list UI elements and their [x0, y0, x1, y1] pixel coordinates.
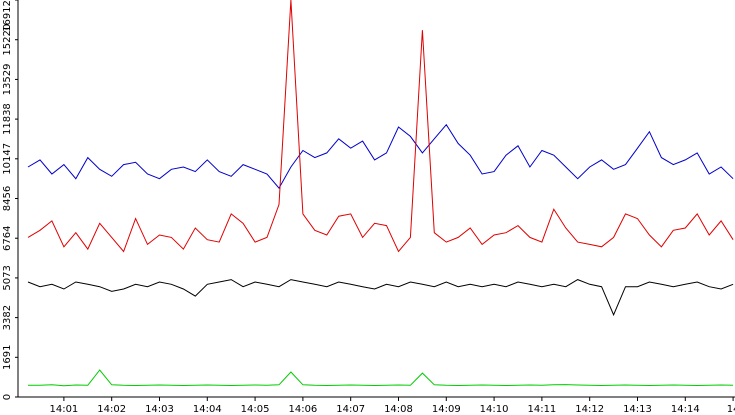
x-tick-label: 14:09 — [432, 404, 461, 415]
x-tick-label: 14:14 — [671, 404, 700, 415]
y-tick-label: 15220 — [2, 24, 13, 56]
y-tick-label: 13529 — [2, 64, 13, 96]
y-tick-label: 5073 — [2, 265, 13, 290]
x-tick-label: 14:02 — [97, 404, 126, 415]
x-tick-label: 14:03 — [145, 404, 174, 415]
y-tick-label: 3382 — [2, 305, 13, 330]
x-tick-label: 14:13 — [623, 404, 652, 415]
series-line — [28, 369, 734, 387]
x-tick-label: 14:12 — [575, 404, 604, 415]
series-line — [27, 0, 734, 253]
x-tick-label: 14:06 — [288, 404, 317, 415]
series-line — [27, 123, 734, 189]
x-tick-label: 14:04 — [193, 404, 222, 415]
x-tick-label: 14:07 — [336, 404, 365, 415]
x-tick-label: 14:05 — [241, 404, 270, 415]
x-tick-label: 14:11 — [527, 404, 556, 415]
y-tick-label: 6764 — [2, 225, 13, 250]
y-tick-label: 11838 — [2, 103, 13, 135]
y-tick-label: 10147 — [2, 143, 13, 175]
y-tick-label: 16912 — [2, 0, 13, 32]
y-tick-label: 0 — [2, 394, 13, 400]
y-tick-label: 8456 — [2, 186, 13, 211]
x-tick-label: 14:01 — [49, 404, 78, 415]
y-tick-label: 1691 — [2, 345, 13, 370]
x-tick-label: 14:08 — [384, 404, 413, 415]
series-line — [27, 279, 734, 317]
x-tick-label: 14:10 — [480, 404, 509, 415]
x-tick-label: 14 — [727, 404, 735, 415]
